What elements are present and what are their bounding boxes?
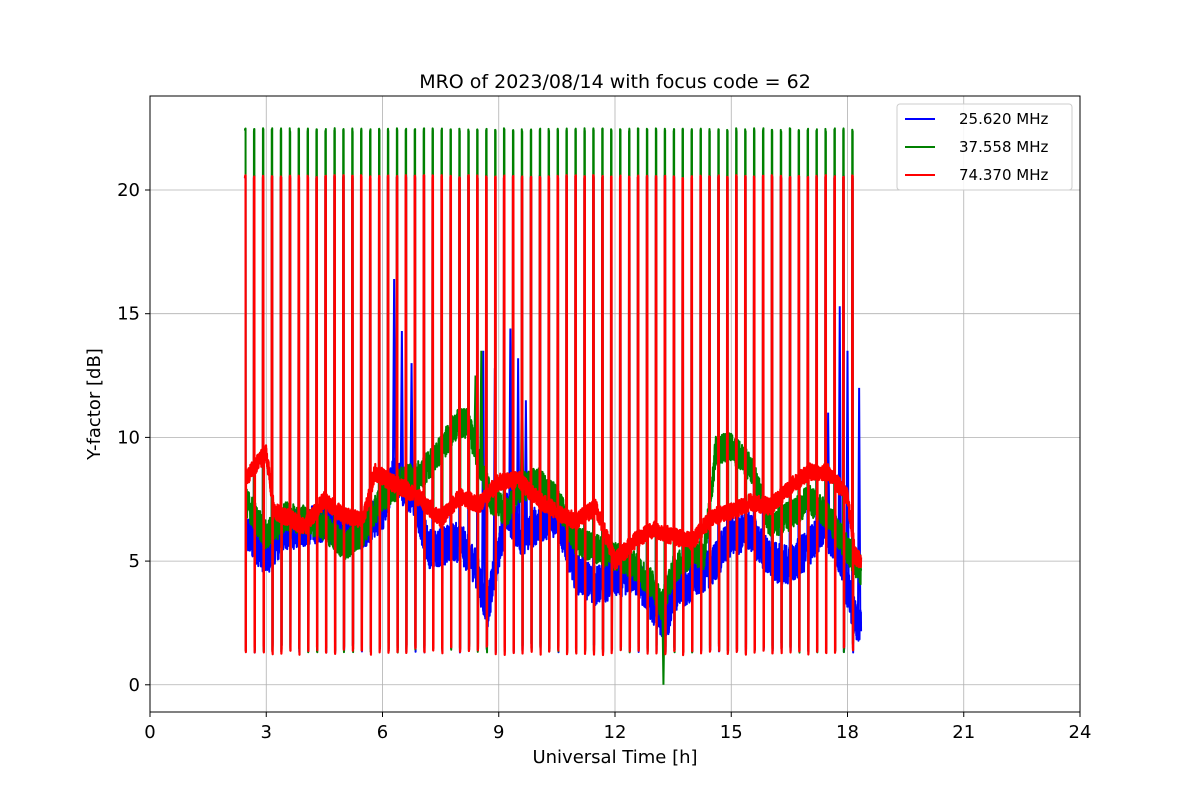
x-tick-label: 3 <box>261 722 272 743</box>
series-spike <box>508 328 513 518</box>
y-tick-label: 15 <box>117 304 140 325</box>
y-tick-label: 10 <box>117 427 140 448</box>
series-spike <box>391 279 397 475</box>
series-spike <box>837 306 842 557</box>
x-tick-label: 0 <box>144 722 155 743</box>
chart-title: MRO of 2023/08/14 with focus code = 62 <box>419 71 811 93</box>
y-tick-label: 5 <box>129 551 140 572</box>
series-line-2 <box>243 127 863 654</box>
x-axis-label: Universal Time [h] <box>532 747 697 768</box>
series-spike <box>479 350 484 469</box>
series-spike <box>399 331 405 485</box>
y-axis-label: Y-factor [dB] <box>84 348 105 461</box>
legend-label: 74.370 MHz <box>959 166 1048 184</box>
x-tick-label: 12 <box>604 722 627 743</box>
series-spike <box>481 350 486 596</box>
series-layer <box>243 127 863 685</box>
y-tick-label: 0 <box>129 675 140 696</box>
series-line-1 <box>243 174 863 654</box>
y-tick-label: 20 <box>117 180 140 201</box>
x-tick-label: 15 <box>720 722 743 743</box>
ticks: 0 3 6 9 12 15 18 21 24 0 5 10 15 20 <box>117 180 1091 743</box>
series-line-3 <box>243 174 863 657</box>
legend-label: 37.558 MHz <box>959 138 1048 156</box>
legend: 25.620 MHz 37.558 MHz 74.370 MHz <box>896 103 1073 191</box>
series-spike <box>523 400 529 534</box>
x-tick-label: 24 <box>1069 722 1092 743</box>
x-tick-label: 18 <box>836 722 859 743</box>
x-tick-label: 9 <box>493 722 504 743</box>
x-tick-label: 6 <box>377 722 388 743</box>
x-tick-label: 21 <box>952 722 975 743</box>
series-spike <box>409 363 414 497</box>
legend-label: 25.620 MHz <box>959 110 1048 128</box>
series-spike <box>856 387 862 623</box>
legend-box <box>896 103 1073 191</box>
